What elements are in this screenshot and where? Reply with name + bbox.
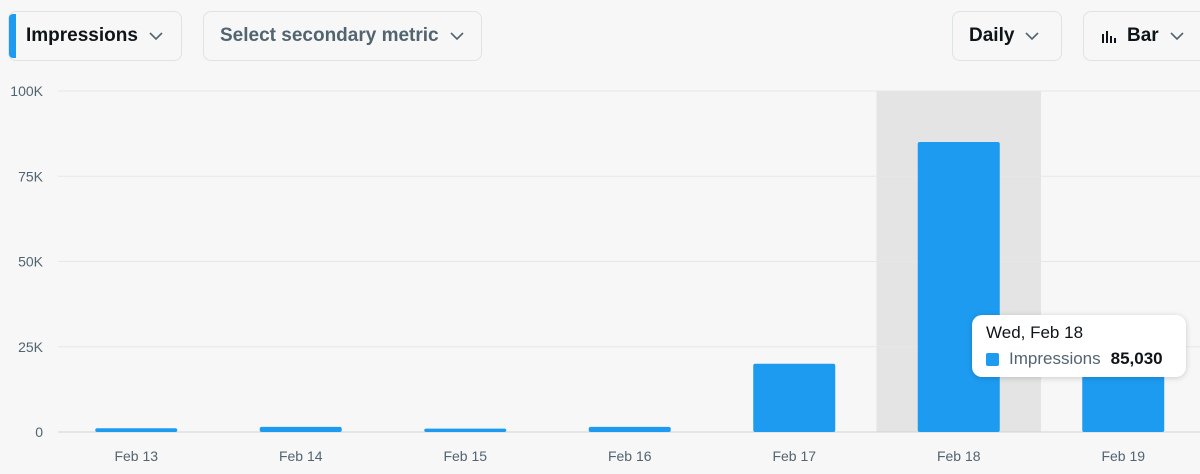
tooltip: Wed, Feb 18 Impressions 85,030 [972,315,1186,377]
bar[interactable] [588,426,671,432]
x-tick-label: Feb 15 [443,448,487,464]
bar[interactable] [259,426,342,432]
y-tick-label: 75K [18,168,44,184]
chevron-down-icon [450,32,464,41]
chevron-down-icon [149,32,163,41]
tooltip-series-swatch [986,352,999,366]
x-tick-label: Feb 19 [1101,448,1145,464]
tooltip-series-name: Impressions [1009,349,1101,368]
x-tick-label: Feb 16 [608,448,652,464]
y-tick-label: 100K [10,83,43,99]
series-color-accent [9,14,16,58]
bar[interactable] [424,428,507,432]
x-tick-label: Feb 17 [772,448,816,464]
tooltip-value: 85,030 [1110,349,1163,368]
chart-type-label: Bar [1127,25,1159,46]
bar[interactable] [753,363,836,432]
chevron-down-icon [1025,32,1039,41]
bar[interactable] [95,428,178,432]
bar[interactable] [917,142,1000,432]
bar[interactable] [1082,363,1165,432]
bar-chart-icon [1102,31,1116,43]
period-label: Daily [969,25,1015,46]
y-tick-label: 50K [18,254,44,270]
x-tick-label: Feb 18 [937,448,981,464]
y-tick-label: 0 [35,424,43,440]
x-tick-label: Feb 13 [114,448,158,464]
period-dropdown[interactable]: Daily [952,11,1062,61]
tooltip-date: Wed, Feb 18 [986,323,1084,342]
secondary-metric-dropdown[interactable]: Select secondary metric [203,11,482,61]
secondary-metric-label: Select secondary metric [220,25,439,46]
y-tick-label: 25K [18,339,44,355]
chart-type-dropdown[interactable]: Bar [1083,11,1200,61]
primary-metric-label: Impressions [26,25,138,46]
primary-metric-dropdown[interactable]: Impressions [8,11,182,61]
x-tick-label: Feb 14 [279,448,323,464]
chevron-down-icon [1170,32,1184,41]
